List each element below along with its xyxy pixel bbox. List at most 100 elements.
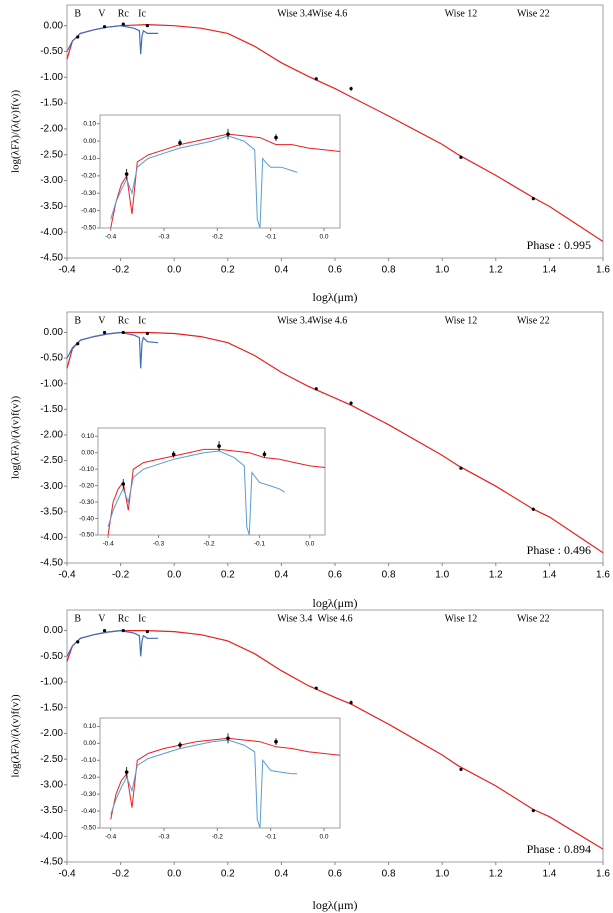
x-tick-label: -0.4 — [58, 869, 76, 880]
y-tick-label: -0.10 — [81, 757, 96, 764]
y-tick-label: -0.30 — [79, 499, 94, 506]
x-tick-label: -0.4 — [105, 834, 117, 841]
x-tick-label: -0.2 — [212, 234, 224, 241]
y-tick-label: 0.10 — [83, 723, 96, 730]
x-tick-label: 0.6 — [328, 570, 342, 581]
x-tick-label: -0.2 — [112, 869, 130, 880]
y-tick-label: -2.00 — [40, 124, 63, 135]
x-tick-label: 1.0 — [435, 265, 449, 276]
y-tick-label: -4.50 — [40, 558, 63, 569]
y-tick-label: -0.10 — [79, 466, 94, 473]
spectrum-line — [110, 739, 298, 829]
photometry-point — [121, 628, 125, 633]
photometry-point — [76, 640, 80, 644]
photometry-point — [226, 132, 230, 136]
x-tick-label: 0.0 — [319, 234, 328, 241]
band-label: Ic — [138, 8, 146, 19]
x-tick-label: -0.1 — [254, 541, 266, 548]
x-tick-label: 1.4 — [542, 570, 556, 581]
y-tick-label: -4.50 — [40, 857, 63, 868]
y-tick-label: -1.50 — [40, 404, 63, 415]
photometry-point — [274, 135, 278, 140]
y-tick-label: -0.20 — [81, 774, 96, 781]
photometry-point — [178, 743, 182, 747]
y-tick-label: -1.50 — [40, 702, 63, 713]
y-tick-label: -0.20 — [81, 173, 96, 180]
x-tick-label: -0.4 — [58, 570, 76, 581]
x-tick-label: 1.2 — [489, 265, 503, 276]
photometry-point — [314, 77, 318, 81]
x-tick-label: 0.8 — [382, 869, 396, 880]
x-tick-label: 0.2 — [221, 570, 235, 581]
y-tick-label: -2.50 — [40, 754, 63, 765]
photometry-point — [459, 466, 463, 470]
y-tick-label: -3.00 — [40, 175, 63, 186]
x-axis-label: logλ(μm) — [313, 290, 358, 304]
inset-chart: 0.10 0.00 -0.10 -0.20 -0.30 -0.40 -0.50 -0.4 -0.… — [79, 427, 326, 548]
y-axis-label: log(λFλ)/(λ(v)f(v)) — [10, 90, 22, 174]
y-tick-label: -2.00 — [40, 430, 63, 441]
band-label: Wise 22 — [517, 8, 550, 19]
y-tick-label: -0.40 — [81, 207, 96, 214]
x-axis-label: logλ(μm) — [313, 596, 358, 610]
x-tick-label: 0.0 — [305, 541, 314, 548]
band-label: Ic — [138, 315, 146, 326]
y-tick-label: -1.50 — [40, 98, 63, 109]
band-label: Wise 3.4 — [277, 613, 312, 624]
spectrum-line — [110, 135, 298, 229]
x-tick-label: 0.8 — [382, 570, 396, 581]
photometry-point — [102, 628, 107, 633]
x-tick-label: 1.6 — [596, 570, 610, 581]
y-tick-label: -0.20 — [79, 482, 94, 489]
x-tick-label: 1.0 — [435, 570, 449, 581]
x-tick-label: 1.4 — [542, 869, 556, 880]
band-label: Wise 4.6 — [312, 8, 347, 19]
band-label: Wise 4.6 — [317, 613, 352, 624]
photometry-point — [121, 22, 125, 26]
y-tick-label: -0.50 — [81, 225, 96, 232]
photometry-point — [76, 342, 80, 346]
band-label: V — [98, 8, 106, 19]
photometry-point — [145, 24, 149, 28]
photometry-point — [171, 452, 176, 457]
band-label: Wise 3.4 — [277, 315, 312, 326]
plot-frame — [97, 427, 326, 536]
x-tick-label: 0.0 — [167, 570, 181, 581]
y-tick-label: -4.00 — [40, 831, 63, 842]
y-tick-label: 0.00 — [83, 138, 96, 145]
x-tick-label: 0.4 — [274, 570, 288, 581]
plot-frame — [99, 717, 341, 829]
x-tick-label: 1.4 — [542, 265, 556, 276]
x-tick-label: -0.3 — [158, 234, 170, 241]
spectrum-line — [66, 331, 159, 369]
phase-label: Phase : 0.496 — [527, 543, 591, 557]
y-tick-label: -4.00 — [40, 532, 63, 543]
y-tick-label: 0.00 — [44, 625, 64, 636]
x-tick-label: -0.1 — [265, 234, 277, 241]
band-label: Wise 22 — [517, 613, 550, 624]
band-label: B — [74, 8, 81, 19]
x-tick-label: 0.4 — [274, 869, 288, 880]
spectrum-line — [66, 25, 159, 55]
x-tick-label: -0.4 — [102, 541, 114, 548]
y-axis-label: log(λFλ)/(λ(v)f(v)) — [10, 694, 22, 778]
y-tick-label: -3.50 — [40, 506, 63, 517]
y-tick-label: -1.00 — [40, 677, 63, 688]
y-tick-label: -3.00 — [40, 779, 63, 790]
phase-label: Phase : 0.995 — [527, 238, 591, 252]
x-tick-label: 1.2 — [489, 570, 503, 581]
band-label: V — [98, 315, 106, 326]
photometry-point — [121, 330, 125, 335]
y-tick-label: -0.50 — [40, 651, 63, 662]
photometry-point — [459, 155, 463, 159]
x-tick-label: -0.4 — [105, 234, 117, 241]
y-tick-label: -4.00 — [40, 227, 63, 238]
photometry-point — [124, 172, 129, 176]
y-tick-label: -0.50 — [40, 353, 63, 364]
x-tick-label: -0.4 — [58, 265, 76, 276]
band-label: Ic — [138, 613, 146, 624]
y-tick-label: -0.50 — [81, 825, 96, 832]
photometry-point — [76, 35, 80, 39]
x-tick-label: 1.6 — [596, 265, 610, 276]
y-tick-label: 0.00 — [81, 449, 94, 456]
